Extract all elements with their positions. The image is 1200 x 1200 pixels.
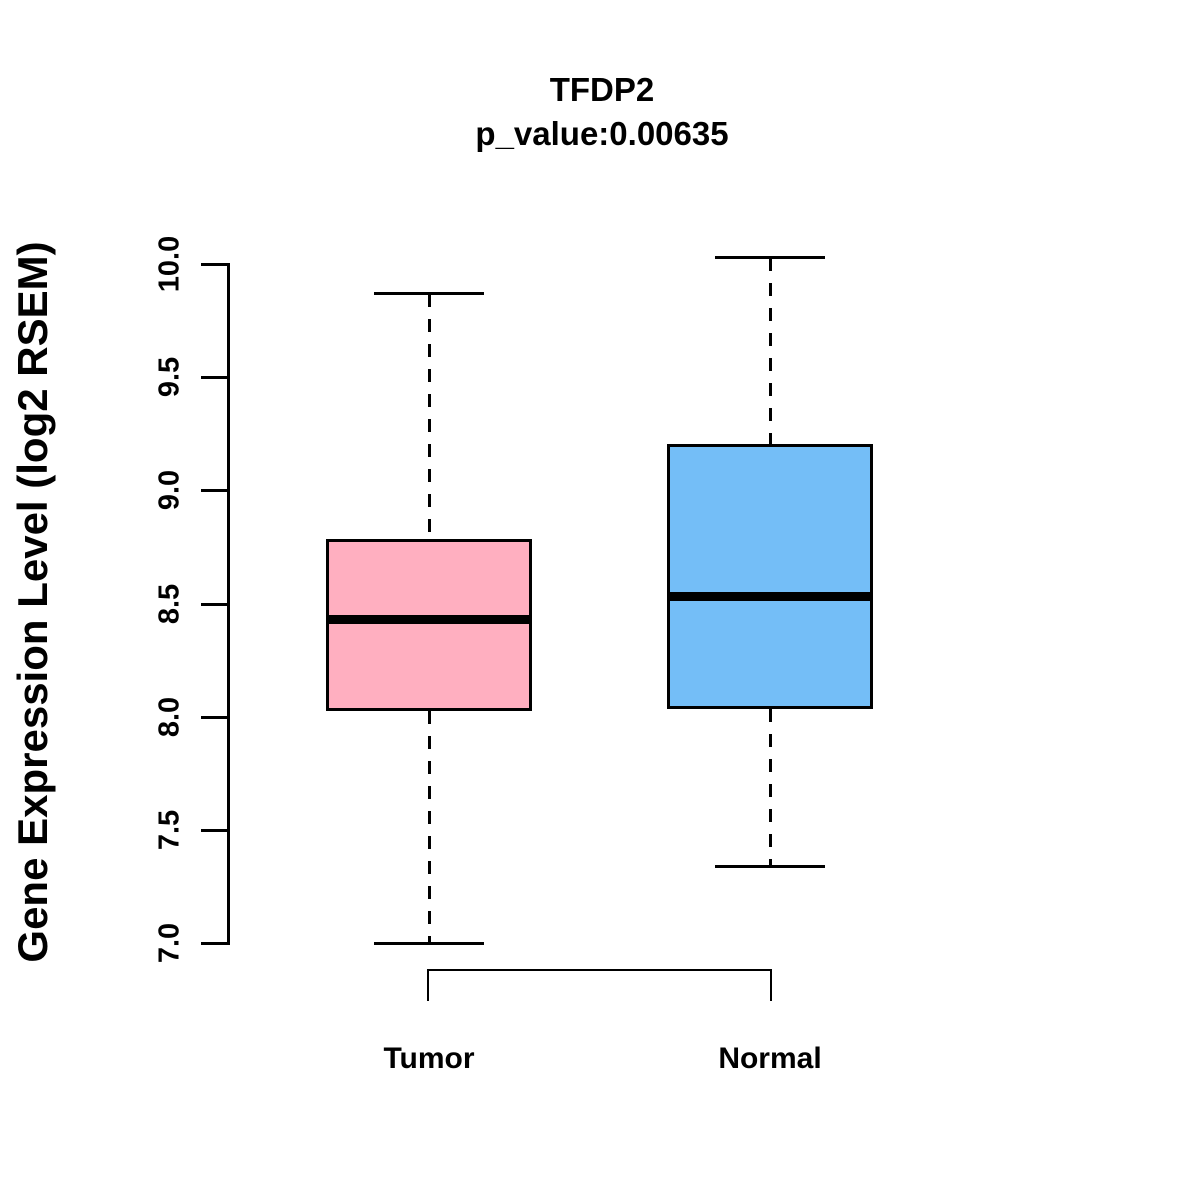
y-axis-title-text: Gene Expression Level (log2 RSEM) bbox=[9, 241, 56, 963]
y-axis-tick-label-text: 8.5 bbox=[153, 583, 186, 624]
y-axis-tick-label-text: 9.0 bbox=[153, 470, 186, 511]
y-axis-tick-label-text: 8.0 bbox=[153, 696, 186, 737]
y-axis-tick bbox=[201, 942, 227, 945]
normal-upper-whisker-cap bbox=[715, 256, 825, 260]
y-axis-tick bbox=[201, 715, 227, 719]
normal-lower-whisker bbox=[769, 708, 772, 866]
y-axis-tick bbox=[201, 263, 227, 266]
comparison-bracket-left bbox=[427, 969, 429, 1001]
normal-lower-whisker-cap bbox=[715, 865, 825, 869]
y-axis-tick-label-text: 10.0 bbox=[153, 235, 186, 293]
comparison-bracket-right bbox=[770, 969, 772, 1001]
y-axis-tick-label-text: 9.5 bbox=[153, 356, 186, 398]
x-category-label-text: Normal bbox=[718, 1042, 822, 1075]
tumor-upper-whisker bbox=[428, 294, 431, 540]
tumor-upper-whisker-cap bbox=[374, 292, 484, 296]
tumor-box bbox=[326, 538, 532, 712]
tumor-median-line bbox=[326, 614, 532, 624]
normal-upper-whisker bbox=[769, 258, 772, 445]
chart-title-block: TFDP2 p_value:0.00635 bbox=[2, 70, 1200, 158]
comparison-bracket-top bbox=[427, 969, 772, 971]
chart-subtitle: p_value:0.00635 bbox=[475, 115, 729, 152]
y-axis-tick bbox=[201, 828, 227, 832]
chart-title: TFDP2 bbox=[549, 71, 655, 108]
y-axis-tick bbox=[201, 489, 227, 493]
normal-median-line bbox=[667, 592, 873, 602]
normal-box bbox=[667, 443, 873, 710]
y-axis-tick bbox=[201, 376, 227, 380]
y-axis-tick-label-text: 7.5 bbox=[153, 809, 186, 850]
tumor-lower-whisker bbox=[428, 710, 431, 942]
y-axis-line bbox=[227, 263, 230, 945]
x-category-label-text: Tumor bbox=[383, 1042, 475, 1075]
y-axis-tick-label-text: 7.0 bbox=[153, 922, 186, 964]
tumor-lower-whisker-cap bbox=[374, 942, 484, 945]
y-axis-tick bbox=[201, 602, 227, 606]
